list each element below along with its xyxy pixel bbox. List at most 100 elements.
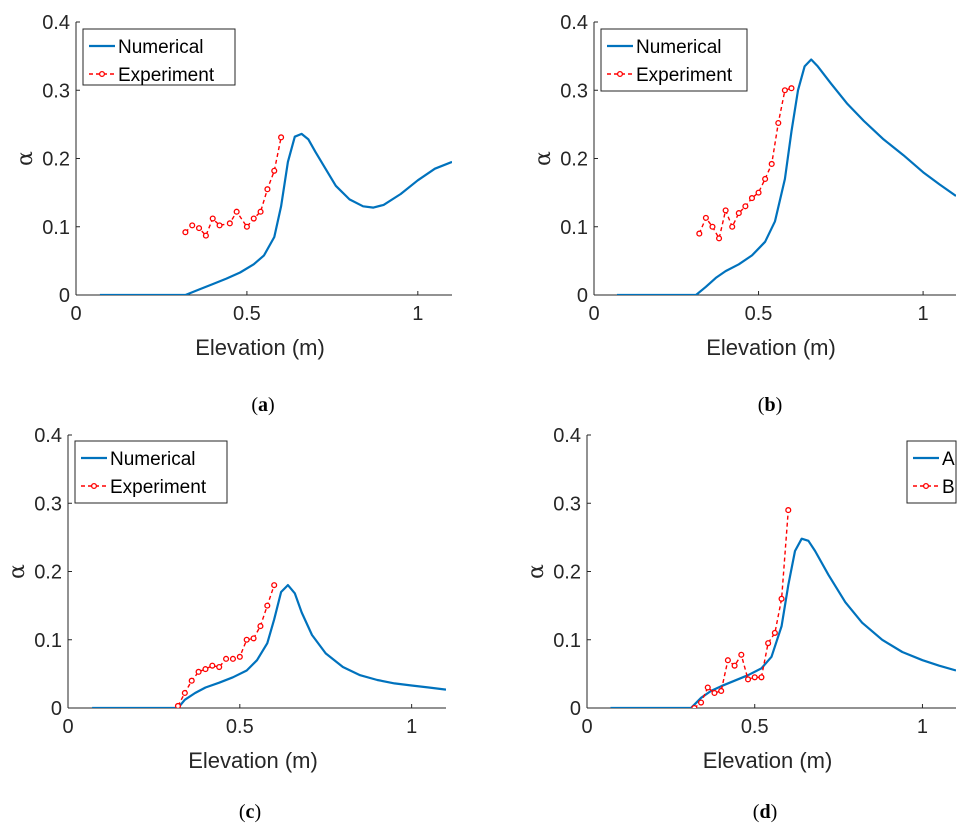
caption-paren-close: ) — [254, 801, 261, 823]
data-point — [718, 687, 725, 694]
x-tick-label: 0 — [70, 303, 81, 325]
caption-letter: a — [258, 394, 268, 416]
y-tick-label: 0.1 — [42, 217, 70, 239]
series-line-a — [610, 537, 956, 708]
x-axis-title: Elevation (m) — [188, 748, 318, 773]
legend: Numerical Experiment — [82, 28, 236, 86]
data-point — [229, 655, 236, 662]
chart-c: 0 0.1 0.2 0.3 0.4 0 0.5 1 Elevation (m) α Numerica… — [5, 425, 446, 823]
data-point — [729, 223, 736, 230]
data-point — [698, 699, 705, 706]
x-tick-label: 0.5 — [741, 716, 769, 738]
caption-paren-open: ( — [239, 801, 246, 823]
data-point — [216, 663, 223, 671]
data-point — [742, 203, 749, 210]
legend-box — [600, 28, 748, 92]
y-tick-label: 0.4 — [42, 12, 70, 34]
legend-label: Numerical — [110, 449, 196, 470]
chart-b: 0 0.1 0.2 0.3 0.4 0 0.5 1 Elevation (m) α Numerica… — [531, 12, 956, 416]
legend-label: Experiment — [118, 65, 215, 86]
y-tick-label: 0.4 — [553, 425, 581, 447]
x-axis-title: Elevation (m) — [703, 748, 833, 773]
y-tick-label: 0.3 — [560, 80, 588, 102]
y-axis-title: α — [13, 151, 38, 166]
data-point — [691, 704, 698, 708]
data-point — [278, 134, 285, 141]
data-point — [236, 653, 243, 660]
x-tick-label: 1 — [406, 716, 417, 738]
y-tick-label: 0.2 — [553, 562, 581, 584]
plot-area — [610, 507, 956, 708]
data-point — [209, 215, 216, 222]
y-tick-label: 0.4 — [560, 12, 588, 34]
data-point — [735, 210, 742, 217]
legend-box — [906, 440, 957, 504]
legend-label: Numerical — [118, 37, 204, 58]
x-tick-label: 0.5 — [233, 303, 261, 325]
y-tick-label: 0.2 — [42, 149, 70, 171]
data-point — [696, 230, 703, 237]
data-point — [181, 689, 188, 697]
plot-area — [617, 58, 956, 295]
data-point — [243, 636, 250, 643]
y-axis-title: α — [531, 151, 556, 166]
legend-box — [82, 28, 236, 86]
panel-caption: (d) — [753, 801, 777, 823]
data-point — [216, 222, 223, 229]
data-point — [226, 220, 233, 227]
series-line-numerical — [92, 583, 446, 708]
x-tick-label: 0.5 — [226, 716, 254, 738]
y-tick-label: 0 — [59, 285, 70, 307]
series-line-numerical — [99, 132, 452, 295]
caption-paren-open: ( — [758, 394, 765, 416]
series-line-experiment — [698, 87, 792, 241]
data-point — [751, 674, 758, 681]
data-point — [202, 666, 209, 673]
y-tick-label: 0.2 — [34, 562, 62, 584]
x-tick-label: 1 — [918, 303, 929, 325]
data-point — [264, 186, 271, 193]
legend-label: Experiment — [110, 477, 207, 498]
data-point — [744, 676, 752, 683]
data-point — [788, 85, 795, 92]
chart-d: 0 0.1 0.2 0.3 0.4 0 0.5 1 Elevation (m) α AB (d) — [524, 425, 957, 823]
chart-a: 0 0.1 0.2 0.3 0.4 0 0.5 1 Elevation (m) α Numerica… — [13, 12, 452, 416]
y-tick-label: 0.3 — [34, 493, 62, 515]
y-tick-label: 0.4 — [34, 425, 62, 447]
x-tick-label: 1 — [917, 716, 928, 738]
data-point — [771, 629, 778, 636]
data-point — [250, 215, 257, 222]
panel-caption: (a) — [251, 394, 274, 416]
caption-paren-close: ) — [776, 394, 783, 416]
plot-area — [99, 132, 452, 295]
data-point — [758, 674, 765, 681]
data-point — [765, 640, 772, 647]
data-point — [762, 175, 769, 183]
data-point — [722, 207, 729, 214]
y-axis-title: α — [5, 564, 30, 579]
caption-paren-open: ( — [753, 801, 760, 823]
plot-area — [92, 582, 446, 708]
y-axis-title: α — [524, 564, 549, 579]
caption-letter: c — [246, 801, 255, 823]
legend-label: A — [942, 449, 955, 470]
legend-marker — [90, 482, 98, 490]
x-tick-label: 0 — [588, 303, 599, 325]
data-point — [243, 223, 250, 230]
series-line-experiment — [184, 137, 282, 237]
data-point — [257, 623, 264, 630]
data-point — [775, 119, 782, 127]
x-tick-label: 0 — [62, 716, 73, 738]
data-point — [785, 507, 792, 514]
legend-marker — [922, 482, 930, 490]
data-point — [755, 189, 762, 196]
y-tick-label: 0.3 — [42, 80, 70, 102]
y-tick-label: 0.1 — [560, 217, 588, 239]
caption-paren-close: ) — [268, 394, 275, 416]
series-line-numerical — [617, 58, 956, 295]
legend-box — [74, 440, 228, 504]
x-axis-title: Elevation (m) — [706, 335, 836, 360]
legend: Numerical Experiment — [600, 28, 748, 92]
data-point — [196, 225, 203, 232]
